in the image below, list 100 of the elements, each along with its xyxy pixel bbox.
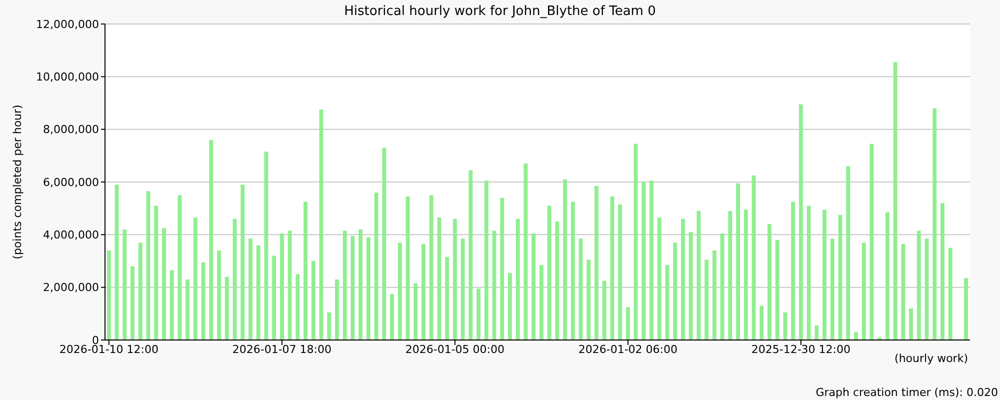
- bar: [704, 260, 709, 340]
- bar: [673, 242, 678, 340]
- bar: [846, 166, 850, 340]
- y-tick-label: 12,000,000: [36, 18, 99, 31]
- bar: [484, 180, 488, 340]
- y-tick-label: 4,000,000: [43, 228, 99, 242]
- bar: [728, 210, 732, 340]
- bar: [594, 186, 598, 340]
- bar: [688, 232, 693, 340]
- bar: [744, 210, 748, 340]
- y-tick-label: 6,000,000: [43, 176, 99, 189]
- x-tick-label: 2026-01-02 06:00: [578, 343, 678, 356]
- bar: [280, 233, 284, 340]
- bar: [248, 238, 252, 340]
- bar: [696, 210, 701, 340]
- chart-title: Historical hourly work for John_Blythe of Team 0: [344, 4, 656, 19]
- bar: [822, 210, 826, 340]
- bar: [885, 212, 890, 340]
- bar: [358, 229, 363, 340]
- bar: [563, 179, 567, 340]
- bar: [901, 244, 906, 340]
- bar: [193, 218, 198, 340]
- bar: [964, 278, 968, 340]
- bar: [138, 242, 142, 340]
- bar: [350, 236, 355, 340]
- bar: [304, 202, 308, 340]
- bar: [798, 104, 803, 340]
- bar: [445, 257, 450, 340]
- x-axis-title: (hourly work): [894, 352, 968, 365]
- bar: [570, 202, 575, 340]
- bar: [791, 202, 796, 340]
- bar: [114, 184, 119, 340]
- bar: [948, 248, 952, 340]
- bar: [429, 195, 434, 340]
- bar: [217, 250, 221, 340]
- bar: [634, 144, 638, 340]
- x-tick-label: 2026-01-10 12:00: [59, 343, 158, 356]
- bar: [382, 148, 386, 340]
- bar: [854, 332, 858, 340]
- bar: [186, 279, 190, 340]
- bar: [720, 233, 724, 340]
- bar: [657, 218, 662, 340]
- bar: [814, 326, 819, 340]
- bar: [500, 198, 504, 340]
- bar: [532, 233, 536, 340]
- bar: [736, 183, 740, 340]
- y-axis-title: (points completed per hour): [11, 104, 24, 260]
- bar: [760, 306, 764, 340]
- bar: [374, 192, 378, 340]
- bar: [681, 218, 685, 340]
- bar: [398, 242, 402, 340]
- bar: [154, 206, 158, 340]
- bar: [452, 218, 457, 340]
- bar: [806, 206, 811, 340]
- bar: [618, 204, 622, 340]
- bar: [468, 170, 473, 340]
- bar: [414, 283, 418, 340]
- bar: [335, 279, 339, 340]
- bar: [940, 203, 944, 340]
- bar: [870, 144, 874, 340]
- bar: [366, 237, 370, 340]
- bar: [311, 261, 316, 340]
- y-tick-label: 10,000,000: [36, 70, 99, 84]
- x-tick-label: 2026-01-07 18:00: [232, 343, 332, 356]
- bar: [178, 195, 182, 340]
- bar: [288, 230, 292, 340]
- bar: [460, 238, 465, 340]
- bar: [272, 256, 276, 340]
- bar: [327, 312, 332, 340]
- bar: [626, 307, 630, 340]
- bar: [909, 308, 913, 340]
- y-tick-label: 8,000,000: [43, 123, 99, 136]
- bar: [342, 230, 347, 340]
- bar: [768, 224, 772, 340]
- bar: [476, 288, 480, 340]
- bar: [524, 164, 528, 340]
- bar: [240, 184, 245, 340]
- x-tick-label: 2025-12-30 12:00: [751, 343, 850, 356]
- text: Graph creation timer (ms): 0.020: [816, 386, 998, 399]
- bar: [516, 218, 520, 340]
- bar: [209, 140, 214, 340]
- bar: [893, 62, 898, 340]
- bar: [783, 312, 788, 340]
- bar: [422, 244, 426, 340]
- bar: [712, 250, 716, 340]
- bar: [830, 238, 834, 340]
- bar: [162, 228, 166, 340]
- bar: [932, 108, 937, 340]
- bar: [390, 294, 394, 340]
- bar: [642, 182, 646, 340]
- bar: [547, 206, 552, 340]
- bar: [256, 245, 260, 340]
- bar: [610, 196, 614, 340]
- bar: [264, 152, 268, 340]
- bar: [296, 274, 300, 340]
- bar: [539, 264, 544, 340]
- bar: [508, 272, 512, 340]
- bar: [122, 229, 127, 340]
- bar: [170, 270, 174, 340]
- bar: [130, 266, 134, 340]
